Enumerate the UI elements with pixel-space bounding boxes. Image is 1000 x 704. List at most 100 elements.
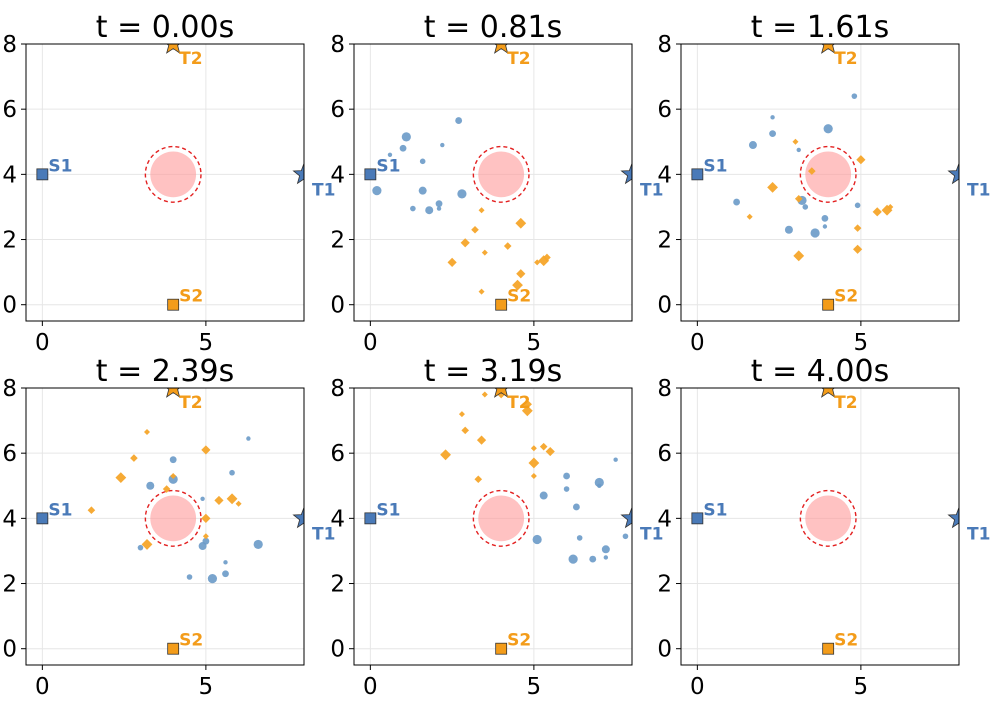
agent-orange-point xyxy=(87,506,96,515)
axes-frame xyxy=(680,387,960,666)
obstacle-ring xyxy=(799,489,857,547)
agent-blue-point xyxy=(410,205,416,212)
start-marker-s1 xyxy=(36,512,49,525)
y-tick-label: 8 xyxy=(2,376,17,402)
plot-area xyxy=(364,388,632,655)
marker-label-s1: S1 xyxy=(703,156,727,176)
plot-area xyxy=(691,388,959,655)
target-star-t1 xyxy=(947,162,959,185)
x-tick-label: 5 xyxy=(527,330,542,356)
plot-area xyxy=(36,44,304,311)
axes-frame xyxy=(353,43,633,322)
plot-area xyxy=(364,44,632,311)
marker-label-s1: S1 xyxy=(48,156,72,176)
agent-orange-point xyxy=(522,399,532,409)
agent-blue-point xyxy=(568,554,578,564)
agent-blue-point xyxy=(168,474,178,484)
agent-blue-point xyxy=(200,496,205,501)
axes-frame xyxy=(25,43,305,322)
start-marker-s1 xyxy=(36,168,49,181)
panel-6: S1 S2 T1 T2 0 5 0 2 4 6 8 t = 4.00s xyxy=(657,354,990,700)
panel-5: S1 S2 T1 T2 0 5 0 2 4 6 8 t = 3.19s xyxy=(330,354,663,700)
target-star-t1 xyxy=(620,162,632,185)
axes-frame xyxy=(25,387,305,666)
marker-label-t2: T2 xyxy=(507,393,530,413)
marker-label-s1: S1 xyxy=(376,156,400,176)
panel-4: S1 S2 T1 T2 0 5 0 2 4 6 8 t = 2.39s xyxy=(2,354,335,700)
agent-orange-point xyxy=(530,445,537,452)
agent-blue-point xyxy=(573,503,580,511)
panel-1: S1 S2 T1 T2 0 5 0 2 4 6 8 t = 0.00s xyxy=(2,10,335,356)
y-tick-label: 6 xyxy=(2,97,17,123)
agent-orange-point xyxy=(460,238,470,248)
agent-orange-point xyxy=(478,288,485,295)
start-marker-s2 xyxy=(822,298,835,311)
agent-orange-point xyxy=(887,203,894,210)
x-tick-label: 5 xyxy=(199,330,214,356)
marker-label-t1: T1 xyxy=(640,180,663,200)
y-tick-label: 8 xyxy=(2,32,17,58)
start-marker-s2 xyxy=(495,298,508,311)
x-tick-label: 0 xyxy=(690,674,705,700)
agent-blue-point xyxy=(822,224,828,229)
target-star-t2 xyxy=(821,388,836,398)
panel-title: t = 0.81s xyxy=(424,10,562,45)
agent-orange-point xyxy=(130,454,138,462)
marker-label-t2: T2 xyxy=(179,393,202,413)
agent-orange-point xyxy=(746,213,753,220)
target-star-t1 xyxy=(292,162,304,185)
agent-blue-point xyxy=(440,142,445,148)
x-tick-label: 0 xyxy=(35,330,50,356)
agent-blue-point xyxy=(399,144,407,152)
agent-orange-point xyxy=(853,244,863,254)
agent-blue-point xyxy=(589,555,597,563)
agent-blue-point xyxy=(229,469,235,476)
y-tick-label: 2 xyxy=(2,572,17,598)
y-tick-label: 4 xyxy=(2,506,17,532)
y-tick-label: 0 xyxy=(2,293,17,319)
y-tick-label: 8 xyxy=(330,32,345,58)
agent-orange-point xyxy=(458,411,465,418)
y-tick-label: 4 xyxy=(330,506,345,532)
panel-title: t = 3.19s xyxy=(424,354,562,389)
target-star-t2 xyxy=(494,44,509,54)
target-star-t1 xyxy=(947,506,959,529)
agent-blue-point xyxy=(372,186,382,196)
agent-orange-point xyxy=(144,428,151,435)
agent-orange-point xyxy=(543,253,551,262)
agent-blue-point xyxy=(532,534,542,545)
agent-orange-point xyxy=(440,449,451,461)
agent-blue-point xyxy=(457,189,467,199)
marker-label-t1: T1 xyxy=(640,524,663,544)
target-star-t2 xyxy=(494,388,509,398)
agent-orange-point xyxy=(528,457,540,469)
y-tick-label: 8 xyxy=(657,32,672,58)
agent-blue-point xyxy=(748,141,757,150)
marker-label-s1: S1 xyxy=(703,500,727,520)
agent-blue-point xyxy=(186,574,193,580)
agent-orange-point xyxy=(872,207,882,217)
agent-blue-point xyxy=(563,472,570,480)
target-star-t2 xyxy=(166,44,181,54)
start-marker-s1 xyxy=(691,512,704,525)
agent-blue-point xyxy=(419,158,426,165)
agent-orange-point xyxy=(512,279,523,291)
agent-blue-point xyxy=(733,198,740,206)
y-tick-label: 6 xyxy=(657,97,672,123)
x-tick-label: 0 xyxy=(35,674,50,700)
agent-blue-point xyxy=(223,560,228,565)
agent-blue-point xyxy=(137,544,144,551)
obstacle-ring xyxy=(472,489,530,547)
agent-blue-point xyxy=(603,555,609,560)
agent-blue-point xyxy=(246,436,251,441)
agent-orange-point xyxy=(226,493,238,505)
agent-blue-point xyxy=(401,132,411,142)
x-tick-label: 0 xyxy=(363,330,378,356)
agent-blue-point xyxy=(802,204,809,210)
panel-2: S1 S2 T1 T2 0 5 0 2 4 6 8 t = 0.81s xyxy=(330,10,663,356)
y-tick-label: 6 xyxy=(330,97,345,123)
x-tick-label: 0 xyxy=(363,674,378,700)
agent-blue-point xyxy=(436,206,442,211)
agent-blue-point xyxy=(769,130,776,138)
